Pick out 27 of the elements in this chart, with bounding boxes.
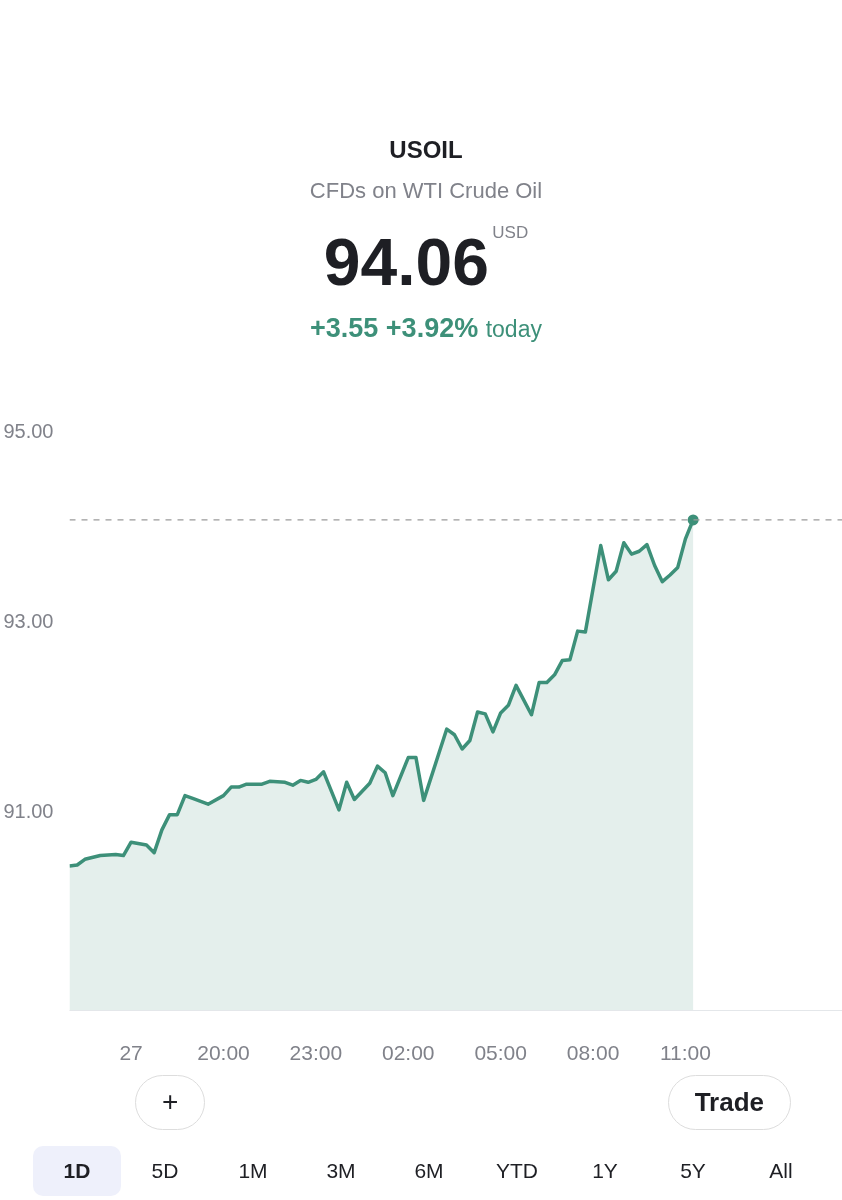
x-tick-label: 02:00: [381, 1040, 435, 1064]
text: Trade: [667, 1075, 791, 1131]
x-tick-label: 08:00: [566, 1040, 620, 1064]
text: 1M: [237, 1158, 269, 1185]
chart-title: USOIL: [388, 135, 464, 165]
text: 6M: [413, 1158, 445, 1185]
text: 5Y: [679, 1158, 707, 1185]
chart-subtitle: CFDs on WTI Crude Oil: [308, 177, 544, 206]
text: today: [485, 315, 542, 342]
y-tick-label: 91.00: [3, 799, 54, 822]
text: USD: [492, 222, 529, 242]
text: All: [768, 1158, 794, 1185]
text: 1Y: [591, 1158, 619, 1185]
x-tick-label: 11:00: [659, 1040, 711, 1064]
text: YTD: [495, 1158, 539, 1185]
x-tick-label: 05:00: [474, 1040, 527, 1064]
y-tick-label: 95.00: [3, 419, 54, 442]
text: +: [135, 1075, 206, 1131]
x-tick-label: 23:00: [289, 1040, 343, 1064]
text: +3.55 +3.92%: [310, 312, 479, 343]
x-tick-label: 27: [119, 1040, 143, 1064]
y-tick-label: 93.00: [3, 609, 54, 632]
text: 94.06: [323, 224, 489, 299]
x-tick-label: 20:00: [197, 1040, 250, 1064]
text: 1D: [33, 1146, 121, 1197]
text: 5D: [150, 1158, 180, 1185]
text: 3M: [325, 1158, 357, 1185]
